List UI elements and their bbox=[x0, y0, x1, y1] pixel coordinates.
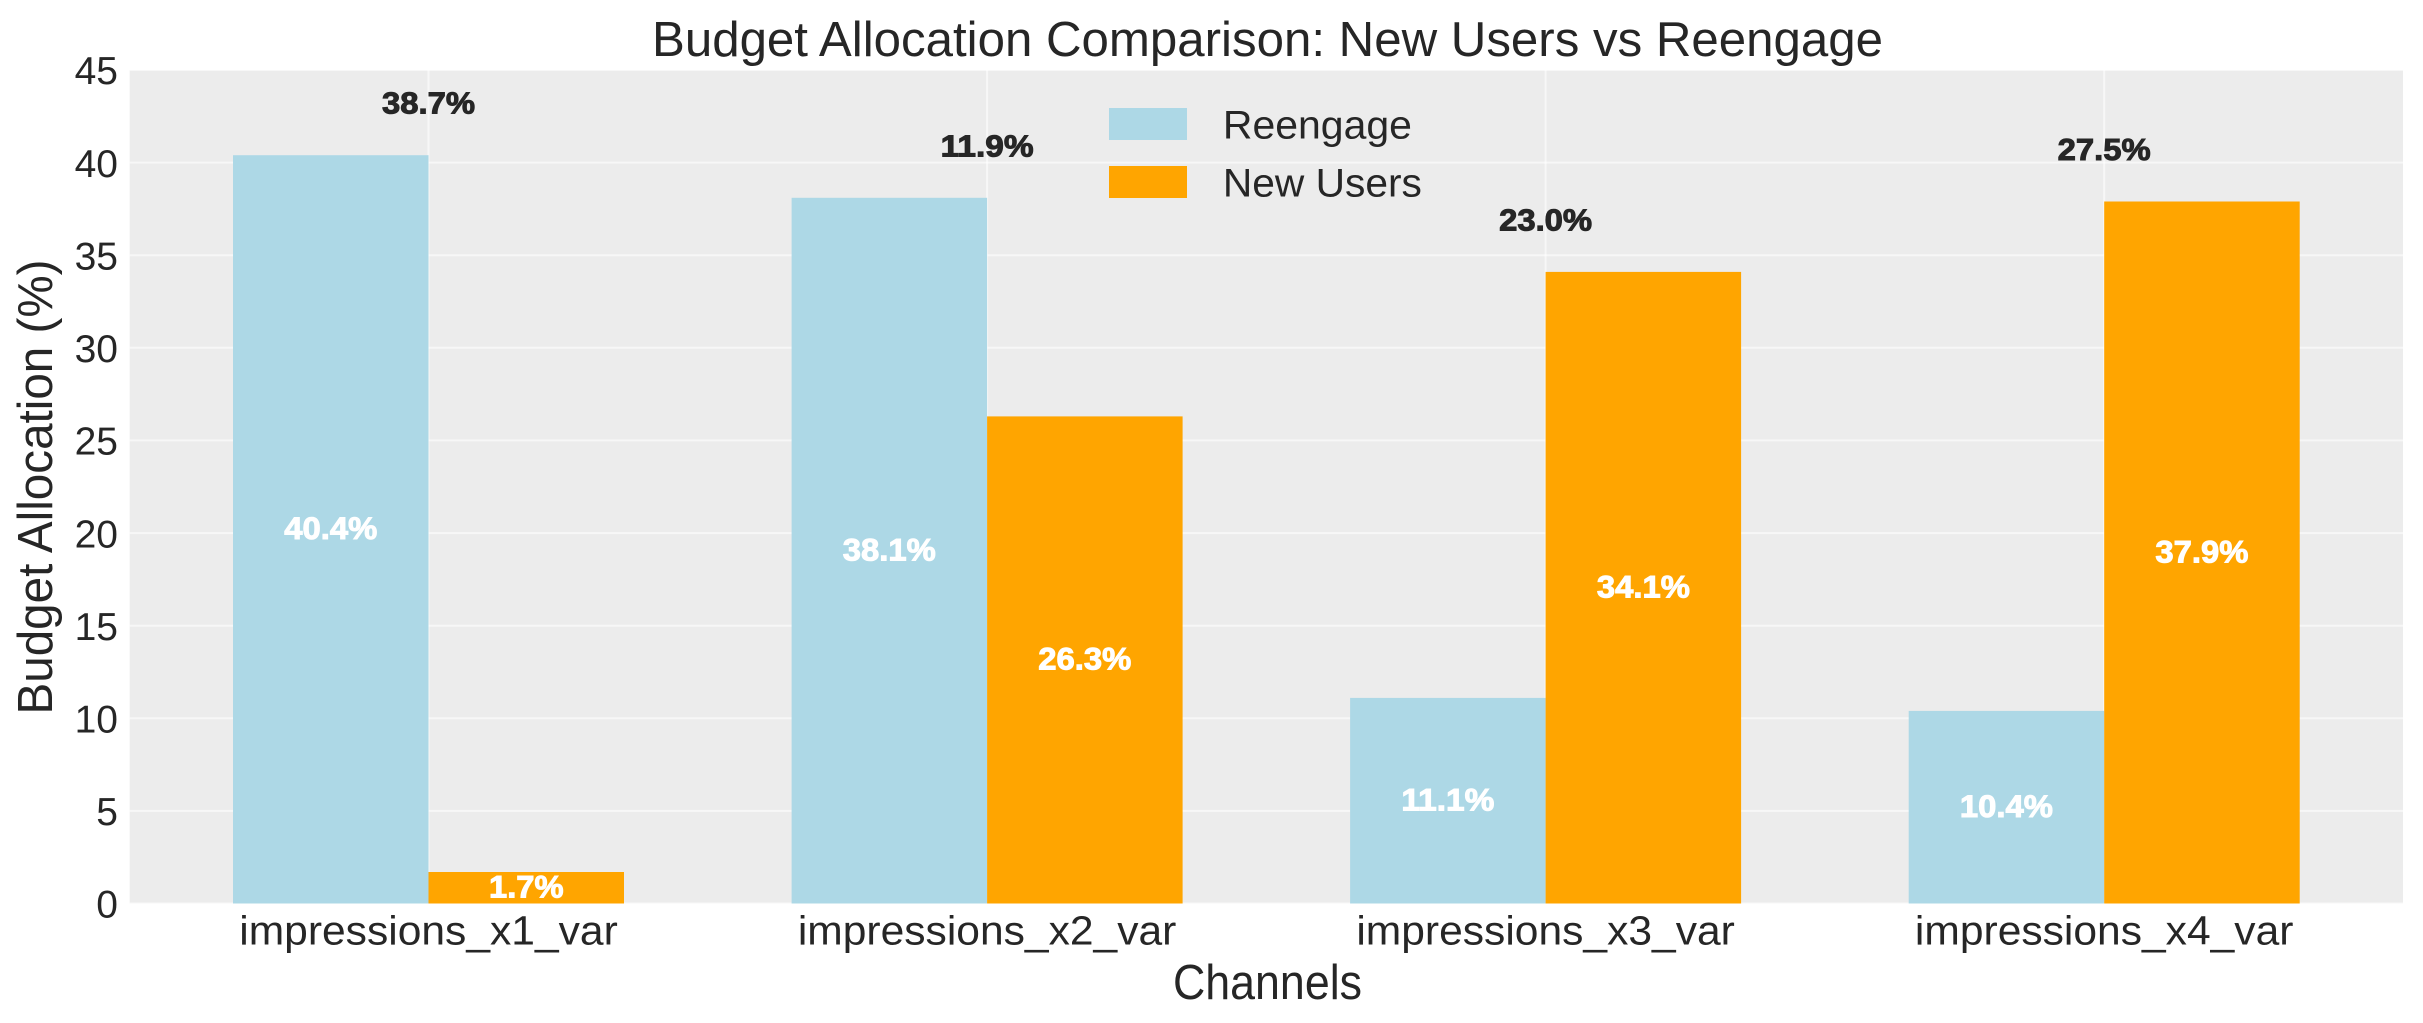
svg-text:5: 5 bbox=[96, 791, 118, 834]
svg-text:Budget Allocation Comparison:: Budget Allocation Comparison: New Users … bbox=[652, 12, 1883, 67]
svg-text:0: 0 bbox=[96, 884, 118, 927]
svg-text:impressions_x1_var: impressions_x1_var bbox=[239, 908, 618, 954]
svg-text:New Users: New Users bbox=[1223, 162, 1422, 206]
svg-text:Channels: Channels bbox=[1173, 955, 1362, 1010]
svg-text:Reengage: Reengage bbox=[1223, 104, 1412, 148]
svg-text:1.7%: 1.7% bbox=[489, 870, 564, 905]
svg-text:35: 35 bbox=[75, 235, 118, 278]
svg-text:38.1%: 38.1% bbox=[843, 533, 936, 568]
svg-text:27.5%: 27.5% bbox=[2058, 132, 2151, 167]
svg-text:38.7%: 38.7% bbox=[382, 86, 475, 121]
svg-text:20: 20 bbox=[75, 513, 118, 556]
svg-text:impressions_x2_var: impressions_x2_var bbox=[798, 908, 1177, 954]
svg-text:11.1%: 11.1% bbox=[1401, 783, 1494, 818]
svg-text:15: 15 bbox=[75, 606, 118, 649]
svg-text:34.1%: 34.1% bbox=[1597, 570, 1690, 605]
svg-text:10: 10 bbox=[75, 699, 118, 742]
svg-text:25: 25 bbox=[75, 421, 118, 464]
svg-text:impressions_x3_var: impressions_x3_var bbox=[1356, 908, 1735, 954]
svg-text:impressions_x4_var: impressions_x4_var bbox=[1915, 908, 2294, 954]
svg-text:40: 40 bbox=[75, 143, 118, 186]
svg-text:37.9%: 37.9% bbox=[2155, 534, 2248, 569]
svg-text:40.4%: 40.4% bbox=[284, 511, 377, 546]
svg-text:30: 30 bbox=[75, 328, 118, 371]
svg-text:45: 45 bbox=[75, 50, 118, 93]
svg-text:Budget Allocation (%): Budget Allocation (%) bbox=[8, 260, 63, 715]
svg-text:23.0%: 23.0% bbox=[1499, 202, 1592, 237]
svg-text:10.4%: 10.4% bbox=[1960, 789, 2053, 824]
svg-text:11.9%: 11.9% bbox=[941, 128, 1034, 163]
svg-text:26.3%: 26.3% bbox=[1038, 642, 1131, 677]
